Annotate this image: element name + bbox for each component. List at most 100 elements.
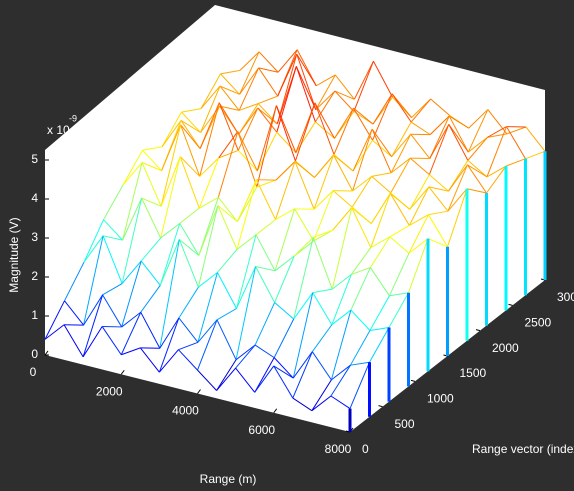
mesh-edge xyxy=(351,267,371,275)
mesh-edge xyxy=(237,131,258,172)
mesh-edge xyxy=(161,120,182,148)
mesh-edge xyxy=(408,186,430,226)
mesh-edge xyxy=(83,235,104,326)
mesh-edge xyxy=(216,308,237,321)
mesh-edge xyxy=(198,157,220,209)
mesh-edge xyxy=(428,214,448,248)
mesh-edge xyxy=(121,347,141,356)
x-axis-label: Range (m) xyxy=(200,472,257,486)
mesh-edge xyxy=(330,395,351,410)
mesh-edge xyxy=(410,133,431,159)
mesh-edge xyxy=(372,93,393,141)
mesh-edge xyxy=(181,108,202,113)
mesh-edge xyxy=(371,128,392,174)
mesh-edge xyxy=(161,124,182,171)
mesh-edge xyxy=(64,300,84,326)
mesh-edge xyxy=(180,119,201,133)
mesh-edge xyxy=(141,162,162,207)
mesh-edge xyxy=(350,247,372,275)
mesh-edge xyxy=(468,136,488,153)
mesh-edge xyxy=(276,66,297,133)
mesh-edge xyxy=(467,137,488,161)
mesh-edge xyxy=(331,274,352,325)
mesh-edge xyxy=(275,105,296,162)
mesh-edge xyxy=(217,205,238,250)
mesh-edge xyxy=(159,223,181,286)
mesh-edge xyxy=(160,156,181,207)
mesh-edge xyxy=(389,236,410,254)
mesh-edge xyxy=(273,365,294,379)
mesh-edge xyxy=(334,107,354,139)
mesh-edge xyxy=(409,157,430,176)
mesh-edge xyxy=(220,69,241,75)
mesh-edge xyxy=(390,157,411,174)
mesh-edge xyxy=(217,197,238,222)
mesh-edge xyxy=(122,197,143,241)
x-tick-label: 4000 xyxy=(172,404,199,418)
mesh-edge xyxy=(486,165,507,194)
mesh-edge xyxy=(294,161,315,210)
mesh-edge xyxy=(388,292,409,328)
mesh-edge xyxy=(389,225,410,238)
mesh-edge xyxy=(332,207,353,231)
mesh-edge xyxy=(102,235,123,241)
y-tick-label: 3000 xyxy=(557,290,574,304)
mesh-edge xyxy=(429,115,450,135)
mesh-edge xyxy=(409,174,430,210)
mesh-edge xyxy=(429,115,450,159)
mesh-edge xyxy=(178,349,198,371)
mesh-edge xyxy=(141,197,162,239)
mesh-edge xyxy=(159,317,180,349)
x-tick-label: 8000 xyxy=(325,442,352,456)
mesh-edge xyxy=(353,60,374,100)
mesh-edge xyxy=(122,162,143,241)
mesh-edge xyxy=(178,239,200,256)
mesh-edge xyxy=(467,109,489,153)
mesh-edge xyxy=(255,219,276,236)
mesh-edge xyxy=(371,172,392,177)
mesh-edge xyxy=(238,103,259,111)
mesh-edge xyxy=(351,176,373,208)
mesh-edge xyxy=(391,93,412,123)
mesh-edge xyxy=(410,98,432,123)
mesh-edge xyxy=(408,214,429,254)
mesh-edge xyxy=(506,126,526,159)
mesh-edge xyxy=(369,327,390,363)
z-tick-label: 2 xyxy=(31,269,38,283)
mesh-edge xyxy=(409,214,429,226)
mesh-edge xyxy=(295,121,316,153)
mesh-edge xyxy=(159,239,180,286)
mesh-edge xyxy=(428,186,449,212)
mesh-edge xyxy=(293,292,314,320)
mesh-edge xyxy=(371,175,392,194)
mesh-edge xyxy=(296,53,317,87)
mesh-edge xyxy=(352,175,372,192)
mesh-edge xyxy=(275,161,296,220)
mesh-edge xyxy=(334,74,355,100)
mesh-edge xyxy=(218,131,239,159)
mesh-edge xyxy=(239,51,260,95)
mesh-edge xyxy=(257,107,278,125)
mesh-edge xyxy=(63,324,84,358)
mesh-edge xyxy=(353,61,374,112)
mesh-edge xyxy=(487,109,508,135)
mesh-edge xyxy=(142,149,162,172)
mesh-edge xyxy=(369,295,390,331)
mesh-edge xyxy=(140,237,162,262)
mesh-edge xyxy=(427,238,448,248)
mesh-edge xyxy=(352,139,373,172)
mesh-edge xyxy=(315,74,336,110)
mesh-edge xyxy=(235,367,256,393)
mesh-edge xyxy=(179,223,200,256)
mesh-edge xyxy=(200,85,221,109)
mesh-edge xyxy=(139,347,160,373)
mesh-edge xyxy=(44,300,65,340)
mesh-edge xyxy=(294,161,315,178)
mesh-edge xyxy=(311,379,332,411)
mesh-edge xyxy=(369,267,390,297)
mesh-edge xyxy=(121,260,142,284)
mesh-edge xyxy=(121,311,142,328)
mesh-edge xyxy=(122,150,143,186)
mesh-edge xyxy=(197,205,219,288)
y-tick-label: 0 xyxy=(362,442,369,456)
